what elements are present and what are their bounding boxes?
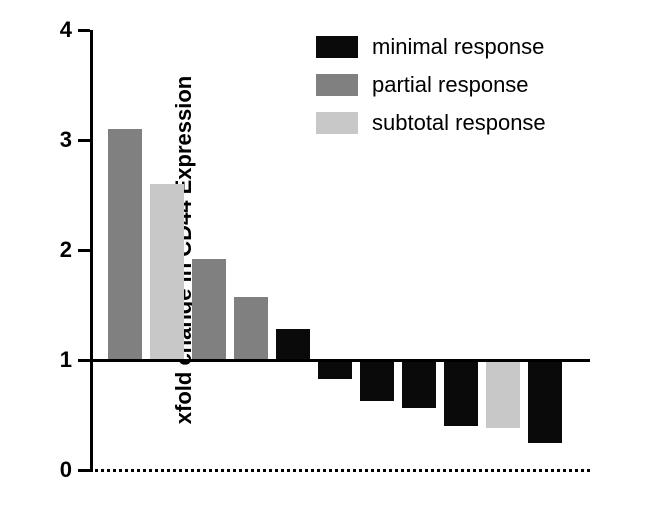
bar-subtotal (486, 360, 520, 428)
bar-minimal (318, 360, 352, 379)
legend-label-subtotal: subtotal response (372, 110, 546, 136)
y-axis-tick-label: 4 (40, 17, 72, 43)
baseline-one (90, 359, 590, 362)
y-axis-tick-label: 2 (40, 237, 72, 263)
bar-partial (108, 129, 142, 360)
y-axis-tick (78, 469, 90, 472)
y-axis-tick (78, 359, 90, 362)
bar-minimal (360, 360, 394, 401)
legend-swatch-minimal (316, 36, 358, 58)
y-axis-tick-label: 3 (40, 127, 72, 153)
y-axis-tick-label: 1 (40, 347, 72, 373)
bar-minimal (528, 360, 562, 443)
bar-minimal (402, 360, 436, 408)
legend-label-partial: partial response (372, 72, 529, 98)
bar-partial (234, 297, 268, 360)
legend-item-subtotal: subtotal response (316, 106, 546, 140)
legend-item-partial: partial response (316, 68, 546, 102)
legend-item-minimal: minimal response (316, 30, 546, 64)
bar-subtotal (150, 184, 184, 360)
y-axis-tick (78, 139, 90, 142)
baseline-zero-dotted (90, 469, 590, 472)
legend-swatch-partial (316, 74, 358, 96)
y-axis-tick (78, 29, 90, 32)
legend-label-minimal: minimal response (372, 34, 544, 60)
y-axis-tick (78, 249, 90, 252)
chart-container: xfold change in CD44 Expression 01234 mi… (0, 0, 667, 519)
bar-minimal (444, 360, 478, 426)
legend-swatch-subtotal (316, 112, 358, 134)
bar-partial (192, 259, 226, 360)
legend: minimal response partial response subtotal… (316, 30, 546, 144)
bar-minimal (276, 329, 310, 360)
y-axis-tick-label: 0 (40, 457, 72, 483)
